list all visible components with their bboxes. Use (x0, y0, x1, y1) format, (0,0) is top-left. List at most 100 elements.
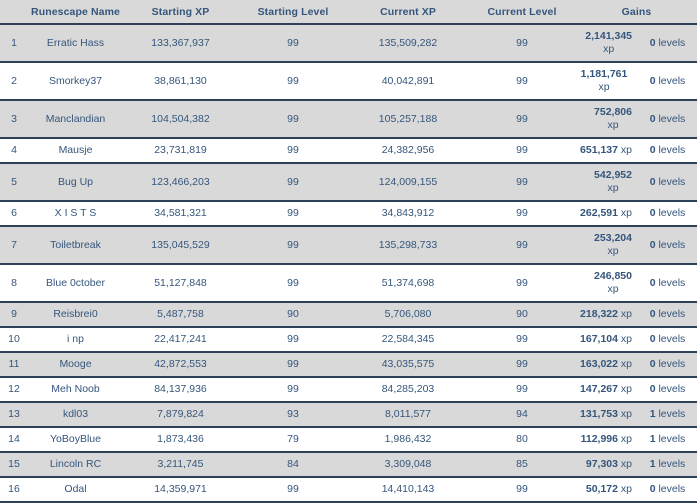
player-name-cell: Lincoln RC (49, 458, 102, 470)
level-gain-cell: 0 levels (649, 144, 686, 156)
table-row: 16 Odal 14,359,971 99 14,410,143 99 50,172 xp 0… (0, 477, 697, 502)
current-xp-cell: 43,035,575 (381, 358, 435, 370)
table-row: 2 Smorkey37 38,861,130 99 40,042,891 99 1,181,… (0, 62, 697, 100)
current-xp-cell: 1,986,432 (384, 433, 432, 445)
starting-xp-cell: 123,466,203 (151, 175, 210, 188)
xp-gain-cell: 131,753 xp (580, 408, 632, 420)
xp-gain-cell: 542,952 xp (594, 169, 632, 194)
rank-cell: 16 (8, 483, 20, 495)
level-gain-cell: 0 levels (649, 238, 686, 251)
level-gain-cell: 0 levels (649, 483, 686, 495)
table-body: 1 Erratic Hass 133,367,937 99 135,509,282 99 2… (0, 24, 697, 502)
rank-cell: 1 (11, 36, 17, 49)
table-row: 3 Manclandian 104,504,382 99 105,257,188 99 75… (0, 100, 697, 138)
current-xp-cell: 34,843,912 (381, 207, 435, 219)
starting-xp-cell: 51,127,848 (154, 276, 207, 289)
starting-level-cell: 99 (287, 383, 299, 395)
rank-cell: 9 (11, 308, 17, 320)
starting-level-cell: 99 (287, 207, 299, 219)
rank-cell: 6 (11, 207, 17, 219)
starting-xp-cell: 104,504,382 (151, 112, 210, 125)
level-gain-cell: 0 levels (649, 358, 686, 370)
current-level-cell: 99 (516, 36, 528, 49)
current-level-cell: 99 (516, 207, 528, 219)
header-rank-spacer (0, 0, 28, 24)
rank-cell: 8 (11, 276, 17, 289)
header-current-level: Current Level (487, 6, 557, 18)
header-gains: Gains (621, 6, 652, 18)
player-name-cell: Odal (64, 483, 87, 495)
starting-level-cell: 99 (287, 112, 299, 125)
current-level-cell: 94 (516, 408, 528, 420)
starting-level-cell: 99 (287, 276, 299, 289)
player-name-cell: Mausje (58, 144, 93, 156)
current-level-cell: 99 (516, 175, 528, 188)
table-row: 7 Toiletbreak 135,045,529 99 135,298,733 99 25… (0, 226, 697, 264)
table-row: 9 Reisbrei0 5,487,758 90 5,706,080 90 218,322 … (0, 302, 697, 327)
header-starting-xp: Starting XP (151, 6, 210, 18)
current-xp-cell: 84,285,203 (381, 383, 435, 395)
header-runescape-name: Runescape Name (31, 6, 120, 18)
current-level-cell: 80 (516, 433, 528, 445)
starting-level-cell: 99 (287, 175, 299, 188)
current-xp-cell: 14,410,143 (381, 483, 435, 495)
player-name-cell: Manclandian (45, 112, 106, 125)
table-row: 6 X I S T S 34,581,321 99 34,843,912 99 262,59… (0, 201, 697, 226)
level-gain-cell: 0 levels (649, 175, 686, 188)
rank-cell: 7 (11, 238, 17, 251)
table-row: 8 Blue 0ctober 51,127,848 99 51,374,698 99 246… (0, 264, 697, 302)
starting-xp-cell: 1,873,436 (157, 433, 204, 445)
table-row: 4 Mausje 23,731,819 99 24,382,956 99 651,137 x… (0, 138, 697, 163)
starting-level-cell: 84 (287, 458, 299, 470)
starting-level-cell: 99 (287, 333, 299, 345)
player-name-cell: Blue 0ctober (46, 276, 105, 289)
starting-xp-cell: 34,581,321 (154, 207, 207, 219)
current-level-cell: 99 (516, 276, 528, 289)
current-xp-cell: 40,042,891 (381, 74, 435, 87)
rank-cell: 15 (8, 458, 20, 470)
xp-gain-cell: 1,181,761 xp (580, 68, 628, 93)
level-gain-cell: 1 levels (649, 458, 686, 470)
current-xp-cell: 124,009,155 (378, 175, 438, 188)
xp-gain-cell: 147,267 xp (580, 383, 632, 395)
table-row: 5 Bug Up 123,466,203 99 124,009,155 99 542,952… (0, 163, 697, 201)
table-row: 11 Mooge 42,872,553 99 43,035,575 99 163,022 x… (0, 352, 697, 377)
table-row: 12 Meh Noob 84,137,936 99 84,285,203 99 147,26… (0, 377, 697, 402)
level-gain-cell: 0 levels (649, 276, 686, 289)
starting-xp-cell: 5,487,758 (157, 308, 204, 320)
level-gain-cell: 0 levels (649, 74, 686, 87)
player-name-cell: Toiletbreak (50, 238, 101, 251)
rank-cell: 10 (8, 333, 20, 345)
current-xp-cell: 105,257,188 (378, 112, 438, 125)
header-row: Runescape Name Starting XP Starting Leve… (0, 0, 697, 24)
starting-xp-cell: 7,879,824 (157, 408, 204, 420)
current-xp-cell: 135,298,733 (378, 238, 438, 251)
current-level-cell: 99 (516, 112, 528, 125)
starting-xp-cell: 42,872,553 (154, 358, 207, 370)
current-xp-cell: 22,584,345 (381, 333, 435, 345)
header-starting-level: Starting Level (257, 6, 329, 18)
xp-gain-cell: 97,303 xp (585, 458, 632, 470)
rank-cell: 3 (11, 112, 17, 125)
starting-level-cell: 99 (287, 74, 299, 87)
rank-cell: 13 (8, 408, 20, 420)
rank-cell: 4 (11, 144, 17, 156)
level-gain-cell: 1 levels (649, 433, 686, 445)
starting-xp-cell: 133,367,937 (151, 36, 210, 49)
xp-gain-cell: 167,104 xp (580, 333, 632, 345)
table-row: 13 kdl03 7,879,824 93 8,011,577 94 131,753 xp 1… (0, 402, 697, 427)
rank-cell: 2 (11, 74, 17, 87)
level-gain-cell: 0 levels (649, 333, 686, 345)
table-row: 1 Erratic Hass 133,367,937 99 135,509,282 99 2… (0, 24, 697, 62)
starting-xp-cell: 23,731,819 (154, 144, 207, 156)
starting-level-cell: 99 (287, 144, 299, 156)
current-level-cell: 99 (516, 144, 528, 156)
level-gain-cell: 1 levels (649, 408, 686, 420)
player-name-cell: i np (67, 333, 84, 345)
level-gain-cell: 0 levels (649, 383, 686, 395)
current-xp-cell: 5,706,080 (384, 308, 432, 320)
player-name-cell: Meh Noob (51, 383, 100, 395)
level-gain-cell: 0 levels (649, 308, 686, 320)
rank-cell: 11 (8, 358, 20, 370)
